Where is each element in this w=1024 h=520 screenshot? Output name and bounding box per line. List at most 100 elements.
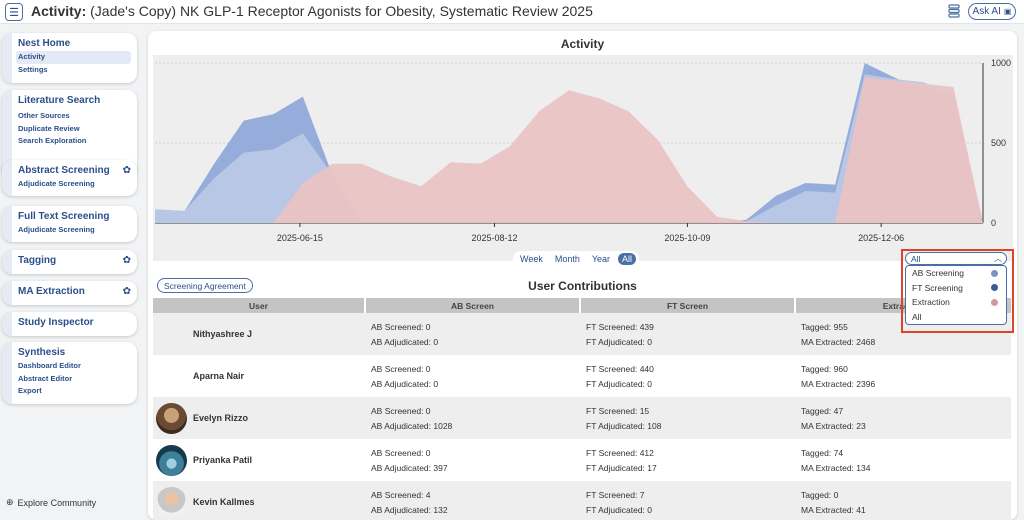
ab-screened: AB Screened: 4 [371,489,431,500]
header-user[interactable]: User [153,298,366,313]
sidebar-card-nest-home: Nest Home Activity Settings [2,33,137,83]
ma-extracted: MA Extracted: 2396 [801,378,876,389]
header-ab-screen[interactable]: AB Screen [366,298,581,313]
activity-chart: 0 500 1000 2025-06-15 2025-08-12 2025-10-09 20… [155,58,1011,243]
chart-area: 0 500 1000 2025-06-15 2025-08-12 2025-10-09 20… [153,55,1013,261]
sidebar-item-other-sources[interactable]: Other Sources [18,111,70,120]
table-row: Aparna Nair AB Screened: 0 AB Adjudicated:… [153,355,1011,397]
dropdown-option-all[interactable]: All [906,310,1006,325]
ab-adjudicated: AB Adjudicated: 132 [371,504,448,515]
page-title: Activity: (Jade's Copy) NK GLP-1 Recepto… [31,3,593,19]
x-tick-label: 2025-12-06 [858,233,904,243]
user-cell: Evelyn Rizzo [153,397,366,439]
ab-screen-cell: AB Screened: 4 AB Adjudicated: 132 [366,481,581,520]
sidebar-item-full-text-screening[interactable]: Full Text Screening [18,211,110,222]
ft-screened: FT Screened: 412 [586,447,654,458]
sidebar-item-dashboard-editor[interactable]: Dashboard Editor [18,361,81,370]
chevron-up-icon: ︿ [994,254,1002,263]
globe-icon: ⊕ [6,497,14,507]
user-cell: Priyanka Patil [153,439,366,481]
tagged: Tagged: 0 [801,489,839,500]
y-tick-label: 0 [991,218,996,228]
sidebar-item-abstract-editor[interactable]: Abstract Editor [18,373,73,383]
dropdown-option-extraction[interactable]: Extraction [906,295,1006,310]
range-button-week[interactable]: Week [520,253,543,264]
user-name: Nithyashree J [193,329,253,339]
sidebar-item-adjudicate-full-text[interactable]: Adjudicate Screening [18,225,95,234]
sidebar: Nest Home Activity Settings Literature S… [0,25,145,520]
tagged: Tagged: 960 [801,363,848,374]
sidebar-item-duplicate-review[interactable]: Duplicate Review [18,123,80,133]
sidebar-item-synthesis[interactable]: Synthesis [18,347,66,358]
ab-adjudicated: AB Adjudicated: 0 [371,336,439,347]
option-label: All [912,311,922,322]
sidebar-item-literature-search[interactable]: Literature Search [18,95,101,106]
contributions-table: User AB Screen FT Screen Extraction Nith… [153,298,1011,520]
title-text: (Jade's Copy) NK GLP-1 Receptor Agonists… [90,3,593,19]
sidebar-item-tagging[interactable]: Tagging [18,255,57,266]
ft-screen-cell: FT Screened: 412 FT Adjudicated: 17 [581,439,796,481]
explore-community-link[interactable]: ⊕ Explore Community [6,497,96,508]
gear-icon[interactable]: ✿ [122,255,131,266]
ab-screen-cell: AB Screened: 0 AB Adjudicated: 0 [366,313,581,355]
series-area-extraction[interactable] [155,77,983,224]
user-cell: Nithyashree J [153,313,366,355]
sidebar-item-ma-extraction[interactable]: MA Extraction [18,286,85,297]
tagged: Tagged: 47 [801,405,844,416]
table-row: Kevin Kallmes AB Screened: 4 AB Adjudicate… [153,481,1011,520]
ma-extracted: MA Extracted: 134 [801,462,871,473]
screening-agreement-button[interactable]: Screening Agreement [157,278,253,293]
user-name: Aparna Nair [193,371,245,381]
x-tick-label: 2025-10-09 [664,233,710,243]
series-select-value: All [911,253,921,264]
avatar [156,486,187,518]
ask-ai-label: Ask AI [972,6,1001,17]
ft-adjudicated: FT Adjudicated: 0 [586,336,652,347]
chat-icon: ▣ [1003,7,1012,16]
title-prefix: Activity: [31,3,87,19]
sidebar-item-export[interactable]: Export [18,386,42,395]
explore-community-label: Explore Community [17,497,97,508]
sidebar-item-settings[interactable]: Settings [18,64,48,74]
gear-icon[interactable]: ✿ [122,286,131,297]
ma-extracted: MA Extracted: 41 [801,504,866,515]
extraction-cell: Tagged: 0 MA Extracted: 41 [796,481,1011,520]
sidebar-item-abstract-screening[interactable]: Abstract Screening [18,165,110,176]
series-select[interactable]: All ︿ [905,252,1007,265]
extraction-cell: Tagged: 960 MA Extracted: 2396 [796,355,1011,397]
ab-screened: AB Screened: 0 [371,363,431,374]
user-cell: Kevin Kallmes [153,481,366,520]
sidebar-item-search-exploration[interactable]: Search Exploration [18,136,87,145]
ft-screen-cell: FT Screened: 7 FT Adjudicated: 0 [581,481,796,520]
avatar [156,444,187,476]
header-ft-screen[interactable]: FT Screen [581,298,796,313]
user-name: Kevin Kallmes [193,497,255,507]
gear-icon[interactable]: ✿ [122,165,131,176]
sidebar-card-abstract-screening: Abstract Screening Adjudicate Screening … [2,160,137,196]
chart-title: Activity [560,37,605,51]
y-tick-label: 500 [991,138,1006,148]
ask-ai-button[interactable]: Ask AI ▣ [968,3,1016,20]
x-tick-label: 2025-06-15 [277,233,323,243]
sidebar-item-nest-home[interactable]: Nest Home [18,38,71,49]
sidebar-item-study-inspector[interactable]: Study Inspector [18,317,94,328]
table-row: Priyanka Patil AB Screened: 0 AB Adjudicat… [153,439,1011,481]
ab-adjudicated: AB Adjudicated: 0 [371,378,439,389]
avatar [156,361,187,392]
database-icon[interactable] [948,4,960,18]
dropdown-option-ab-screening[interactable]: AB Screening [906,266,1006,281]
option-label: FT Screening [912,282,963,293]
range-button-year[interactable]: Year [591,253,611,264]
sidebar-card-study-inspector: Study Inspector [2,312,137,336]
range-button-month[interactable]: Month [554,253,580,264]
extraction-cell: Tagged: 47 MA Extracted: 23 [796,397,1011,439]
option-label: Extraction [912,297,950,308]
ft-screened: FT Screened: 7 [586,489,645,500]
extraction-cell: Tagged: 955 MA Extracted: 2468 [796,313,1011,355]
dropdown-option-ft-screening[interactable]: FT Screening [906,281,1006,296]
sidebar-item-adjudicate-abstract[interactable]: Adjudicate Screening [18,179,95,188]
range-button-all[interactable]: All [618,252,637,265]
hamburger-icon[interactable]: ☰ [5,3,23,21]
ab-adjudicated: AB Adjudicated: 1028 [371,420,453,431]
sidebar-item-activity[interactable]: Activity [16,51,131,64]
